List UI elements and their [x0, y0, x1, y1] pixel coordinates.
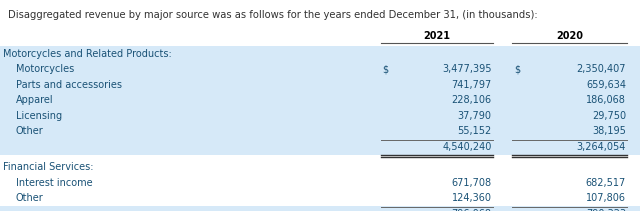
Text: Apparel: Apparel — [16, 95, 54, 105]
Text: Other: Other — [16, 126, 44, 136]
Bar — [0, 46, 640, 154]
Text: 671,708: 671,708 — [451, 178, 492, 188]
Bar — [0, 160, 640, 211]
Text: Motorcycles and Related Products:: Motorcycles and Related Products: — [3, 49, 172, 59]
Text: 741,797: 741,797 — [451, 80, 492, 90]
Text: 4,540,240: 4,540,240 — [442, 142, 492, 152]
Text: 796,068: 796,068 — [452, 209, 492, 211]
Text: 38,195: 38,195 — [592, 126, 626, 136]
Text: Licensing: Licensing — [16, 111, 62, 121]
Text: $: $ — [514, 64, 520, 74]
Text: 659,634: 659,634 — [586, 80, 626, 90]
Text: Motorcycles: Motorcycles — [16, 64, 74, 74]
Text: 55,152: 55,152 — [457, 126, 492, 136]
Text: 107,806: 107,806 — [586, 193, 626, 203]
Text: 2,350,407: 2,350,407 — [577, 64, 626, 74]
Text: 790,323: 790,323 — [586, 209, 626, 211]
Bar — [0, 206, 640, 211]
Text: Disaggregated revenue by major source was as follows for the years ended Decembe: Disaggregated revenue by major source wa… — [8, 10, 538, 20]
Text: 228,106: 228,106 — [451, 95, 492, 105]
Text: 186,068: 186,068 — [586, 95, 626, 105]
Text: 3,477,395: 3,477,395 — [442, 64, 492, 74]
Text: Financial Services:: Financial Services: — [3, 162, 93, 172]
Text: Interest income: Interest income — [16, 178, 93, 188]
Text: 37,790: 37,790 — [458, 111, 492, 121]
Text: 3,264,054: 3,264,054 — [577, 142, 626, 152]
Text: 682,517: 682,517 — [586, 178, 626, 188]
Text: 2020: 2020 — [556, 31, 583, 41]
Text: 2021: 2021 — [424, 31, 451, 41]
Text: 124,360: 124,360 — [452, 193, 492, 203]
Text: Parts and accessories: Parts and accessories — [16, 80, 122, 90]
Text: Other: Other — [16, 193, 44, 203]
Text: 29,750: 29,750 — [592, 111, 626, 121]
Text: $: $ — [383, 64, 389, 74]
